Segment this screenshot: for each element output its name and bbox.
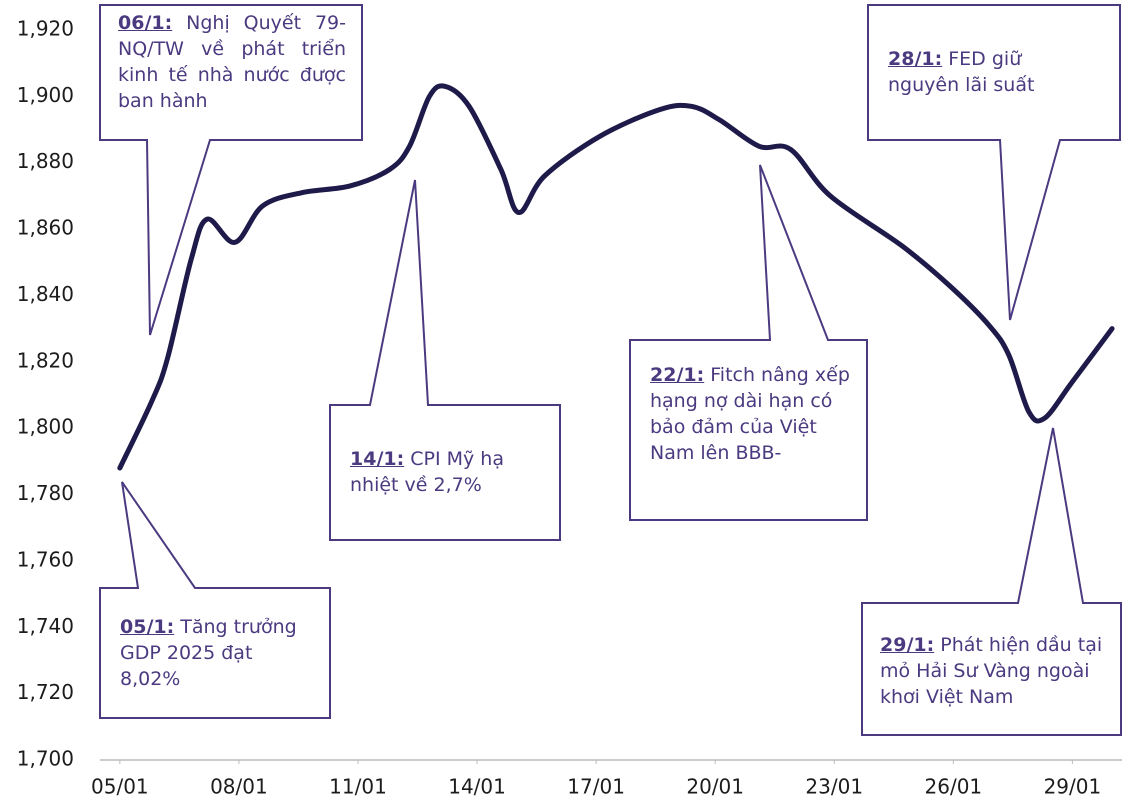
annotation: 05/1: Tăng trưởng GDP 2025 đạt 8,02%: [120, 614, 310, 692]
annotation-date: 28/1:: [888, 48, 943, 70]
annotation-date: 14/1:: [350, 448, 405, 470]
y-tick-label: 1,920: [17, 17, 74, 41]
x-tick-label: 17/01: [567, 775, 625, 799]
annotation-text: Nghị Quyết 79-NQ/TW về phát triển kinh t…: [118, 12, 346, 112]
line: [117, 83, 1115, 471]
y-tick-label: 1,880: [17, 149, 74, 173]
y-tick-label: 1,720: [17, 680, 74, 704]
annotation-date: 06/1:: [118, 12, 173, 34]
y-tick-label: 1,860: [17, 216, 74, 240]
x-tick-label: 08/01: [210, 775, 268, 799]
callout: [629, 164, 868, 521]
annotation-text: CPI Mỹ hạ nhiệt về 2,7%: [350, 448, 504, 496]
callout: [99, 4, 363, 336]
callout: [329, 179, 561, 541]
annotation: 06/1: Nghị Quyết 79-NQ/TW về phát triển …: [118, 10, 346, 114]
annotation-date: 22/1:: [650, 364, 705, 386]
y-tick-label: 1,760: [17, 547, 74, 571]
callout: [861, 427, 1122, 736]
callout: [867, 4, 1121, 321]
y-tick-label: 1,800: [17, 415, 74, 439]
annotation-text: Tăng trưởng GDP 2025 đạt 8,02%: [120, 616, 297, 690]
y-tick-label: 1,700: [17, 747, 74, 771]
x-tick-label: 23/01: [805, 775, 863, 799]
x-tick-label: 20/01: [686, 775, 744, 799]
annotation-date: 29/1:: [880, 634, 935, 656]
annotation: 14/1: CPI Mỹ hạ nhiệt về 2,7%: [350, 446, 550, 498]
y-tick-label: 1,780: [17, 481, 74, 505]
y-tick-label: 1,740: [17, 614, 74, 638]
annotation: 29/1: Phát hiện dầu tại mỏ Hải Sư Vàng n…: [880, 632, 1115, 710]
x-tick-label: 26/01: [925, 775, 983, 799]
callout: [99, 481, 331, 719]
annotation-text: FED giữ nguyên lãi suất: [888, 48, 1035, 96]
x-tick-label: 14/01: [448, 775, 506, 799]
y-tick-label: 1,820: [17, 348, 74, 372]
y-tick-label: 1,900: [17, 83, 74, 107]
x-tick-label: 29/01: [1044, 775, 1102, 799]
y-tick-label: 1,840: [17, 282, 74, 306]
annotation-text: Phát hiện dầu tại mỏ Hải Sư Vàng ngoài k…: [880, 634, 1103, 708]
annotation: 22/1: Fitch nâng xếp hạng nợ dài hạn có …: [650, 362, 855, 466]
annotation: 28/1: FED giữ nguyên lãi suất: [888, 46, 1098, 98]
x-tick-label: 05/01: [91, 775, 149, 799]
annotation-date: 05/1:: [120, 616, 175, 638]
x-tick-label: 11/01: [329, 775, 387, 799]
annotation-text: Fitch nâng xếp hạng nợ dài hạn có bảo đả…: [650, 364, 850, 464]
